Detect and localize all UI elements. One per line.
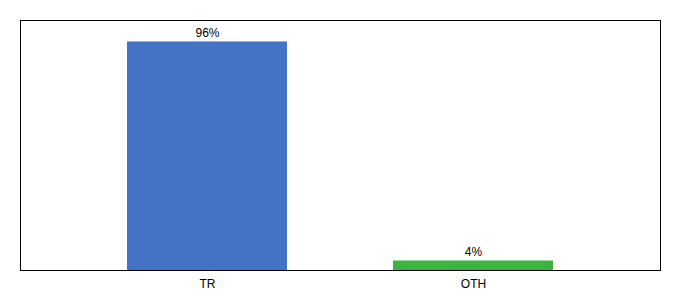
svg-text:TR: TR (200, 277, 216, 291)
svg-text:4%: 4% (465, 245, 483, 259)
svg-text:OTH: OTH (461, 277, 486, 291)
svg-text:96%: 96% (195, 26, 219, 40)
